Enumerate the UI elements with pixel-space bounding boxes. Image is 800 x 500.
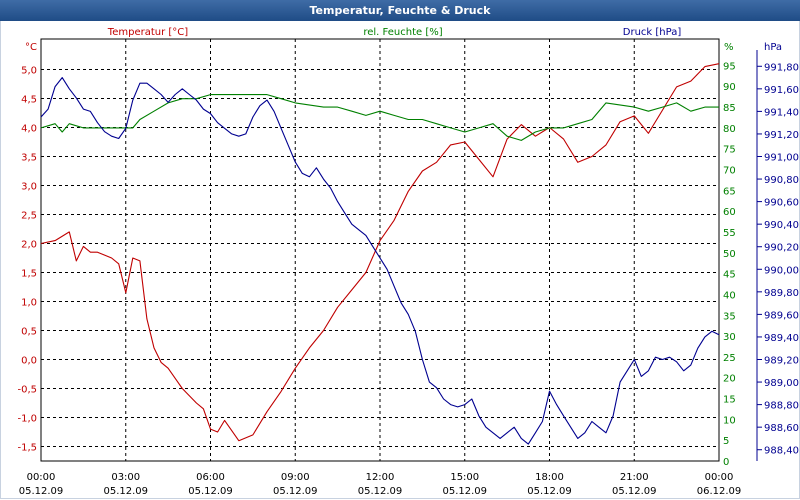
humidity-tick-label: 50: [723, 249, 736, 260]
pressure-tick-label: 990,80: [764, 175, 799, 186]
temp-tick-label: 3,5: [21, 153, 37, 164]
humidity-tick-label: 85: [723, 103, 736, 114]
temp-tick-label: 2,0: [21, 240, 37, 251]
x-tick-time: 21:00: [620, 472, 649, 483]
x-tick-time: 12:00: [366, 472, 395, 483]
temp-tick-label: 5,0: [21, 66, 37, 77]
x-tick-time: 00:00: [705, 472, 734, 483]
pressure-tick-label: 991,80: [764, 62, 799, 73]
humidity-tick-label: 70: [723, 166, 736, 177]
pressure-tick-label: 989,00: [764, 378, 799, 389]
temp-unit-label: °C: [25, 42, 37, 53]
humidity-tick-label: 10: [723, 415, 736, 426]
x-tick-date: 05.12.09: [612, 486, 657, 497]
humidity-tick-label: 40: [723, 290, 736, 301]
temp-tick-label: -1,0: [17, 414, 37, 425]
temp-tick-label: -0,5: [17, 385, 37, 396]
pressure-tick-label: 988,40: [764, 446, 799, 457]
pressure-line: [40, 77, 720, 445]
humidity-tick-label: 30: [723, 332, 736, 343]
x-tick-time: 06:00: [196, 472, 225, 483]
humidity-tick-label: 15: [723, 395, 736, 406]
pressure-tick-label: 989,20: [764, 356, 799, 367]
x-tick-time: 00:00: [27, 472, 56, 483]
x-tick-date: 05.12.09: [273, 486, 318, 497]
x-tick-date: 05.12.09: [19, 486, 64, 497]
pressure-tick-label: 989,40: [764, 333, 799, 344]
pressure-tick-label: 989,80: [764, 288, 799, 299]
pressure-tick-label: 991,40: [764, 107, 799, 118]
humidity-tick-label: 60: [723, 207, 736, 218]
humidity-tick-label: 90: [723, 82, 736, 93]
temp-tick-label: -1,5: [17, 443, 37, 454]
x-tick-time: 09:00: [281, 472, 310, 483]
x-tick-time: 15:00: [450, 472, 479, 483]
humidity-tick-label: 20: [723, 374, 736, 385]
pressure-tick-label: 991,20: [764, 130, 799, 141]
chart-title: Temperatur, Feuchte & Druck: [0, 0, 800, 21]
humidity-tick-label: 0: [723, 457, 729, 468]
temperature-line: [40, 63, 720, 442]
pressure-tick-label: 990,40: [764, 220, 799, 231]
pressure-tick-label: 988,60: [764, 423, 799, 434]
pressure-tick-label: 991,00: [764, 153, 799, 164]
x-tick-date: 05.12.09: [188, 486, 233, 497]
temp-tick-label: 0,5: [21, 327, 37, 338]
humidity-tick-label: 55: [723, 228, 736, 239]
humidity-tick-label: 35: [723, 311, 736, 322]
plot-border: [40, 38, 720, 462]
pressure-unit-label: hPa: [764, 42, 782, 53]
x-tick-date: 05.12.09: [358, 486, 403, 497]
x-tick-time: 18:00: [535, 472, 564, 483]
x-tick-time: 03:00: [111, 472, 140, 483]
pressure-tick-label: 990,00: [764, 265, 799, 276]
temp-tick-label: 4,0: [21, 124, 37, 135]
humidity-tick-label: 65: [723, 186, 736, 197]
pressure-tick-label: 989,60: [764, 310, 799, 321]
x-tick-date: 05.12.09: [527, 486, 572, 497]
pressure-series-label: Druck [hPa]: [623, 27, 682, 38]
temp-tick-label: 1,0: [21, 298, 37, 309]
humidity-tick-label: 25: [723, 353, 736, 364]
x-tick-date: 06.12.09: [697, 486, 742, 497]
temp-tick-label: 4,5: [21, 95, 37, 106]
humidity-line: [40, 94, 719, 141]
pressure-tick-label: 991,60: [764, 85, 799, 96]
temp-tick-label: 0,0: [21, 356, 37, 367]
temp-tick-label: 2,5: [21, 211, 37, 222]
temp-tick-label: 1,5: [21, 269, 37, 280]
humidity-tick-label: 75: [723, 145, 736, 156]
temp-series-label: Temperatur [°C]: [107, 27, 188, 38]
humidity-series-label: rel. Feuchte [%]: [363, 27, 442, 38]
humidity-tick-label: 95: [723, 61, 736, 72]
temp-tick-label: 3,0: [21, 182, 37, 193]
pressure-tick-label: 990,60: [764, 198, 799, 209]
humidity-tick-label: 5: [723, 436, 729, 447]
humidity-unit-label: %: [724, 42, 734, 53]
pressure-tick-label: 990,20: [764, 243, 799, 254]
x-tick-date: 05.12.09: [103, 486, 148, 497]
humidity-tick-label: 80: [723, 124, 736, 135]
humidity-tick-label: 45: [723, 270, 736, 281]
pressure-tick-label: 988,80: [764, 401, 799, 412]
x-tick-date: 05.12.09: [442, 486, 487, 497]
